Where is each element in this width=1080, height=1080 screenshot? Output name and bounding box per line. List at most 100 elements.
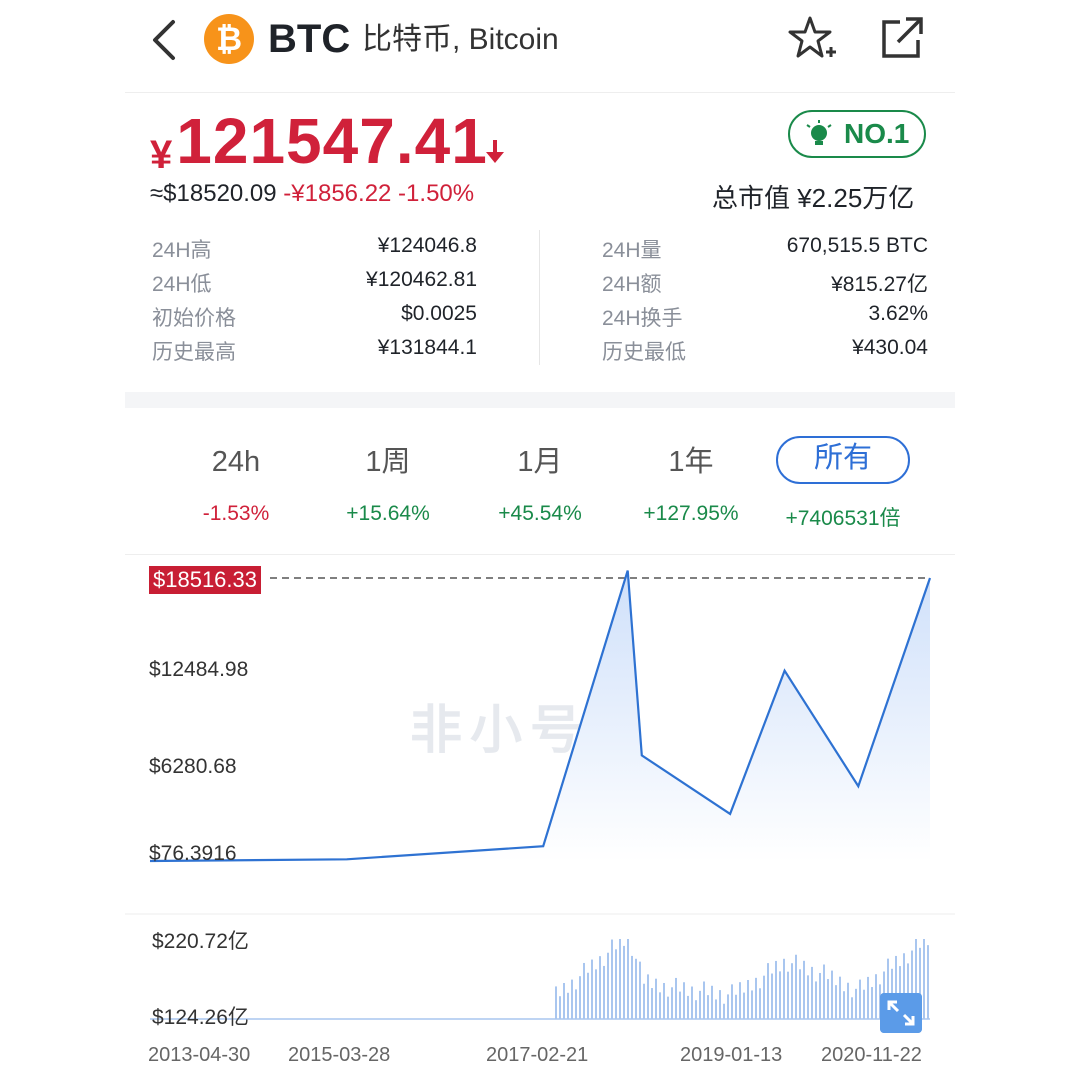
volume-bar <box>639 961 641 1019</box>
market-cap: 总市值 ¥2.25万亿 <box>712 183 915 213</box>
volume-bar <box>811 966 813 1019</box>
lightbulb-icon <box>806 120 832 145</box>
volume-bar <box>587 972 589 1019</box>
volume-bar <box>903 953 905 1019</box>
volume-bar <box>703 981 705 1019</box>
volume-bar <box>763 975 765 1019</box>
bitcoin-logo-icon: ₿ <box>204 14 254 64</box>
volume-bar <box>691 986 693 1019</box>
volume-bar <box>923 939 925 1019</box>
down-arrow-icon <box>486 140 504 163</box>
volume-bar <box>843 991 845 1019</box>
tab-4[interactable]: 所有 <box>776 436 910 484</box>
stat-value: ¥430.04 <box>852 336 928 359</box>
volume-bar <box>867 976 869 1019</box>
watermark: 非小号 <box>410 702 591 760</box>
usd-price-line: ≈$18520.09 -¥1856.22 -1.50% <box>150 180 474 208</box>
volume-bar <box>615 949 617 1019</box>
stat-value: ¥815.27亿 <box>831 273 928 296</box>
volume-bar <box>807 975 809 1019</box>
share-icon[interactable] <box>878 14 926 62</box>
volume-bar <box>731 984 733 1019</box>
stats-divider <box>539 230 540 365</box>
volume-bar <box>567 992 569 1019</box>
volume-bar <box>827 979 829 1019</box>
volume-bar <box>743 992 745 1019</box>
volume-bar <box>915 939 917 1019</box>
header-divider <box>125 92 955 93</box>
volume-bar <box>575 989 577 1019</box>
volume-bar <box>759 988 761 1019</box>
tab-change: +127.95% <box>643 502 739 525</box>
volume-bar <box>895 955 897 1019</box>
volume-bar <box>747 980 749 1019</box>
expand-icon[interactable] <box>880 993 922 1033</box>
volume-bar <box>855 988 857 1019</box>
volume-bar <box>679 991 681 1019</box>
stat-label: 历史最低 <box>602 341 686 364</box>
volume-bar <box>583 962 585 1019</box>
coin-symbol: BTC <box>268 17 351 61</box>
price-value: 121547.41 <box>176 105 488 177</box>
back-chevron-icon[interactable] <box>145 18 185 62</box>
tab-3[interactable]: 1年 <box>668 446 714 478</box>
volume-bar <box>771 973 773 1019</box>
volume-bar <box>927 945 929 1019</box>
volume-bar <box>787 971 789 1019</box>
volume-bar <box>755 977 757 1019</box>
volume-bar <box>695 1000 697 1019</box>
volume-bar <box>599 956 601 1019</box>
volume-bar <box>851 997 853 1019</box>
tab-2[interactable]: 1月 <box>517 446 563 478</box>
volume-bar <box>687 995 689 1019</box>
volume-bar <box>875 974 877 1019</box>
volume-bar <box>631 955 633 1019</box>
date-label: 2013-04-30 <box>148 1044 251 1066</box>
price-area <box>150 570 930 862</box>
price-change: -¥1856.22 -1.50% <box>283 180 475 207</box>
tab-1[interactable]: 1周 <box>365 446 411 478</box>
date-label: 2015-03-28 <box>288 1044 391 1066</box>
tab-change: +7406531倍 <box>785 507 901 530</box>
volume-bar <box>611 939 613 1019</box>
volume-bar <box>899 966 901 1019</box>
volume-bar <box>871 987 873 1019</box>
tabs-divider <box>125 554 955 555</box>
volume-bar <box>835 985 837 1019</box>
y-axis-label: $6280.68 <box>149 755 237 778</box>
rank-text: NO.1 <box>844 118 910 149</box>
stat-label: 24H高 <box>152 239 212 262</box>
volume-bar <box>603 965 605 1019</box>
volume-bar <box>907 963 909 1019</box>
volume-bar <box>563 983 565 1019</box>
volume-axis-label: $124.26亿 <box>152 1006 249 1029</box>
stat-value: 3.62% <box>868 302 928 325</box>
volume-bar <box>683 982 685 1019</box>
volume-bar <box>579 976 581 1019</box>
volume-bar <box>791 963 793 1019</box>
volume-bar <box>719 990 721 1019</box>
volume-bar <box>887 958 889 1019</box>
volume-bar <box>727 994 729 1019</box>
volume-bar <box>803 960 805 1019</box>
tab-0[interactable]: 24h <box>211 446 261 478</box>
stat-label: 历史最高 <box>152 341 236 364</box>
volume-bar <box>795 954 797 1019</box>
stat-value: ¥131844.1 <box>377 336 477 359</box>
volume-bar <box>779 971 781 1019</box>
volume-bar <box>571 979 573 1019</box>
tab-change: +45.54% <box>498 502 582 525</box>
stat-value: ¥124046.8 <box>377 234 477 257</box>
volume-bar <box>723 1003 725 1019</box>
volume-bar <box>839 976 841 1019</box>
tab-change: -1.53% <box>202 502 270 525</box>
volume-bar <box>735 994 737 1019</box>
stat-label: 初始价格 <box>152 307 236 330</box>
volume-bar <box>655 978 657 1019</box>
stat-label: 24H低 <box>152 273 212 296</box>
star-add-icon[interactable] <box>786 14 838 66</box>
stat-label: 24H量 <box>602 239 662 262</box>
volume-bar <box>783 958 785 1019</box>
volume-bar <box>815 981 817 1019</box>
